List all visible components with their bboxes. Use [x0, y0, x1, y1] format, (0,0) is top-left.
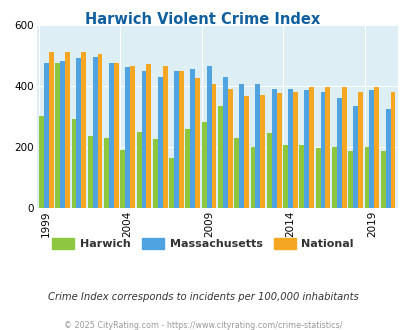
Text: © 2025 CityRating.com - https://www.cityrating.com/crime-statistics/: © 2025 CityRating.com - https://www.city… [64, 321, 341, 330]
Bar [341, 87, 346, 208]
Bar [243, 96, 248, 208]
Bar [217, 106, 222, 208]
Text: Harwich Violent Crime Index: Harwich Violent Crime Index [85, 12, 320, 26]
Bar [255, 84, 260, 208]
Bar [298, 145, 303, 208]
Bar [380, 151, 385, 208]
Bar [385, 109, 390, 208]
Bar [141, 71, 146, 208]
Bar [303, 90, 309, 208]
Bar [60, 61, 65, 208]
Bar [325, 87, 330, 208]
Bar [266, 133, 271, 208]
Bar [347, 151, 352, 208]
Bar [76, 58, 81, 208]
Bar [71, 119, 76, 208]
Bar [195, 78, 200, 208]
Bar [250, 147, 255, 208]
Bar [39, 116, 44, 208]
Bar [162, 66, 167, 208]
Bar [153, 139, 158, 208]
Bar [271, 89, 276, 208]
Bar [104, 138, 109, 208]
Bar [211, 84, 216, 208]
Bar [239, 84, 243, 208]
Bar [315, 148, 320, 208]
Bar [44, 63, 49, 208]
Text: Crime Index corresponds to incidents per 100,000 inhabitants: Crime Index corresponds to incidents per… [47, 292, 358, 302]
Bar [174, 71, 179, 208]
Bar [125, 68, 130, 208]
Bar [201, 122, 206, 208]
Bar [227, 89, 232, 208]
Bar [136, 132, 141, 208]
Bar [179, 71, 183, 208]
Bar [92, 57, 97, 208]
Bar [55, 63, 60, 208]
Bar [97, 54, 102, 208]
Bar [320, 92, 325, 208]
Bar [352, 106, 357, 208]
Bar [336, 98, 341, 208]
Bar [260, 95, 264, 208]
Legend: Harwich, Massachusetts, National: Harwich, Massachusetts, National [48, 233, 357, 253]
Bar [357, 92, 362, 208]
Bar [185, 128, 190, 208]
Bar [206, 66, 211, 208]
Bar [146, 64, 151, 208]
Bar [120, 150, 125, 208]
Bar [190, 69, 195, 208]
Bar [364, 147, 369, 208]
Bar [130, 66, 135, 208]
Bar [65, 52, 70, 208]
Bar [49, 52, 53, 208]
Bar [222, 77, 227, 208]
Bar [282, 145, 287, 208]
Bar [390, 92, 394, 208]
Bar [373, 87, 378, 208]
Bar [292, 92, 297, 208]
Bar [109, 63, 113, 208]
Bar [81, 52, 86, 208]
Bar [169, 157, 174, 208]
Bar [234, 138, 239, 208]
Bar [113, 63, 118, 208]
Bar [158, 77, 162, 208]
Bar [87, 136, 92, 208]
Bar [331, 147, 336, 208]
Bar [276, 93, 281, 208]
Bar [309, 87, 313, 208]
Bar [287, 89, 292, 208]
Bar [369, 90, 373, 208]
